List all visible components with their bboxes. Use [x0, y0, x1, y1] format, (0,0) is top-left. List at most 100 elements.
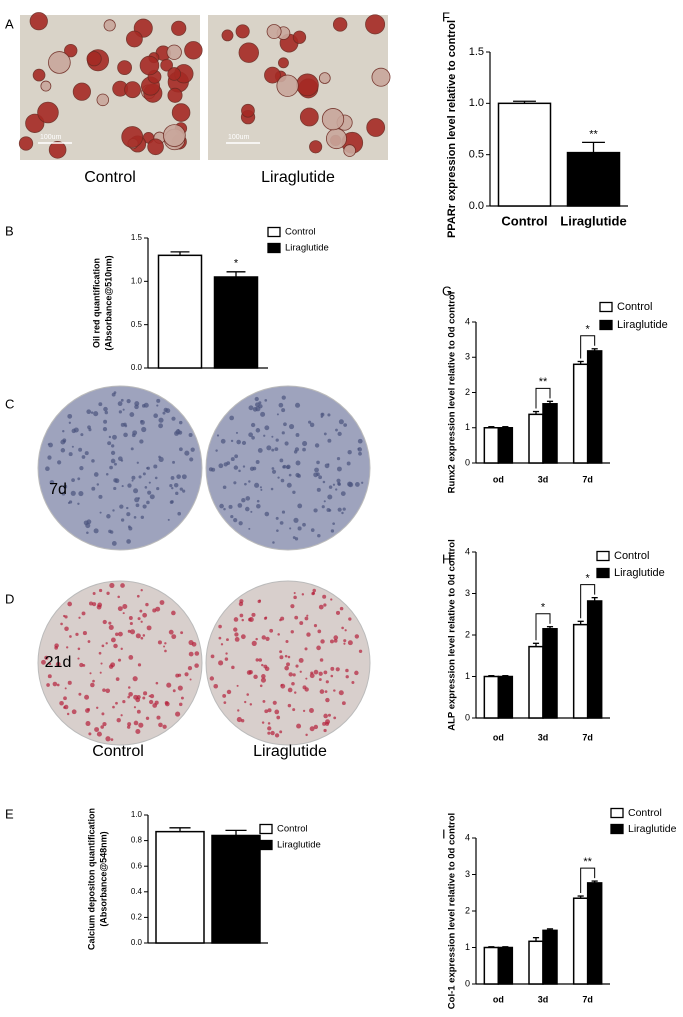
- plate-spot: [341, 701, 346, 706]
- plate-spot: [244, 482, 247, 486]
- cell: [343, 144, 356, 157]
- plate-spot: [170, 500, 174, 504]
- plate-spot: [236, 439, 241, 445]
- plate-spot: [60, 439, 66, 445]
- plate-spot: [228, 504, 233, 509]
- plate-spot: [258, 404, 263, 409]
- plate-spot: [288, 672, 293, 677]
- plate-spot: [81, 455, 86, 459]
- y-axis-label: Runx2 expression level relative to 0d co…: [447, 292, 458, 494]
- plate-spot: [158, 722, 163, 728]
- plate-spot: [153, 413, 158, 419]
- bar: [497, 102, 552, 207]
- plate-spot: [67, 680, 72, 685]
- plate-spot: [107, 441, 112, 446]
- plate-spot: [184, 672, 189, 677]
- plate-spot: [110, 738, 114, 741]
- plate-spot: [56, 683, 60, 687]
- bar: [528, 645, 544, 719]
- plate-spot: [255, 428, 261, 433]
- plate-spot: [358, 649, 363, 653]
- plate-spot: [189, 678, 192, 681]
- plate-spot: [110, 662, 116, 668]
- plate-spot: [271, 448, 275, 452]
- plate-spot: [175, 711, 181, 717]
- plate-spot: [357, 438, 363, 444]
- plate-spot: [328, 485, 333, 489]
- plate-spot: [71, 428, 76, 434]
- plate-spot: [133, 488, 139, 494]
- plate-spot: [312, 591, 316, 595]
- plate-spot: [286, 662, 290, 667]
- plate-spot: [281, 408, 286, 413]
- plate-spot: [306, 632, 311, 637]
- plate-spot: [339, 606, 344, 611]
- cell: [309, 140, 323, 154]
- plate-spot: [78, 490, 84, 497]
- plate-spot: [354, 482, 360, 487]
- plate-spot: [194, 663, 199, 668]
- plate-spot: [156, 404, 159, 407]
- plate-spot: [79, 662, 84, 668]
- plate-spot: [234, 632, 239, 637]
- plate-spot: [318, 475, 323, 480]
- plate-spot: [103, 406, 108, 412]
- y-tick-label: 0.2: [131, 913, 143, 922]
- plate-spot: [145, 716, 150, 720]
- panel-letter: F: [442, 9, 450, 24]
- y-tick-label: 0.6: [131, 861, 143, 870]
- y-axis-label: (Absorbance@548nm): [98, 831, 108, 926]
- plate-spot: [330, 529, 335, 533]
- plate-spot: [330, 674, 334, 678]
- plate-spot: [284, 441, 289, 446]
- plate-spot: [279, 650, 283, 654]
- plate-spot: [260, 488, 263, 491]
- plate-spot: [284, 654, 288, 658]
- plate-spot: [189, 457, 194, 462]
- plate-spot: [106, 514, 111, 519]
- plate-spot: [295, 664, 299, 668]
- significance-label: **: [583, 856, 592, 868]
- plate-spot: [115, 701, 118, 705]
- plate-spot: [341, 626, 344, 630]
- legend-label: Liraglutide: [277, 840, 321, 851]
- plate-spot: [142, 472, 146, 476]
- plate-spot: [68, 421, 71, 424]
- legend-swatch: [599, 301, 613, 313]
- plate-spot: [318, 671, 323, 676]
- plate-spot: [142, 612, 148, 618]
- plate-spot: [159, 600, 165, 605]
- plate-spot: [156, 486, 160, 491]
- y-tick-label: 1.5: [469, 46, 484, 58]
- plate-spot: [294, 537, 299, 541]
- plate-spot: [297, 474, 301, 478]
- plate-spot: [357, 447, 362, 452]
- plate-spot: [290, 604, 295, 609]
- bar: [528, 940, 544, 985]
- plate-spot: [126, 512, 131, 517]
- plate-spot: [166, 682, 172, 688]
- plate-spot: [278, 402, 284, 408]
- plate-spot: [154, 700, 159, 705]
- plate-caption: Control: [92, 743, 144, 760]
- plate-spot: [257, 448, 263, 453]
- plate-spot: [79, 465, 84, 471]
- plate-spot: [254, 396, 259, 402]
- cell: [40, 80, 52, 92]
- plate-spot: [297, 503, 303, 509]
- plate-spot: [49, 480, 55, 485]
- plate-spot: [148, 481, 151, 484]
- plate-spot: [103, 419, 108, 424]
- plate-spot: [110, 458, 116, 464]
- plate-spot: [67, 413, 73, 419]
- y-tick-label: 1: [465, 422, 470, 432]
- plate-spot: [179, 447, 183, 452]
- plate-spot: [180, 631, 184, 635]
- plate-spot: [286, 465, 290, 470]
- plate-spot: [248, 432, 253, 438]
- plate-spot: [324, 690, 328, 693]
- plate-spot: [94, 727, 100, 733]
- plate-spot: [85, 708, 90, 713]
- plate-spot: [337, 507, 342, 512]
